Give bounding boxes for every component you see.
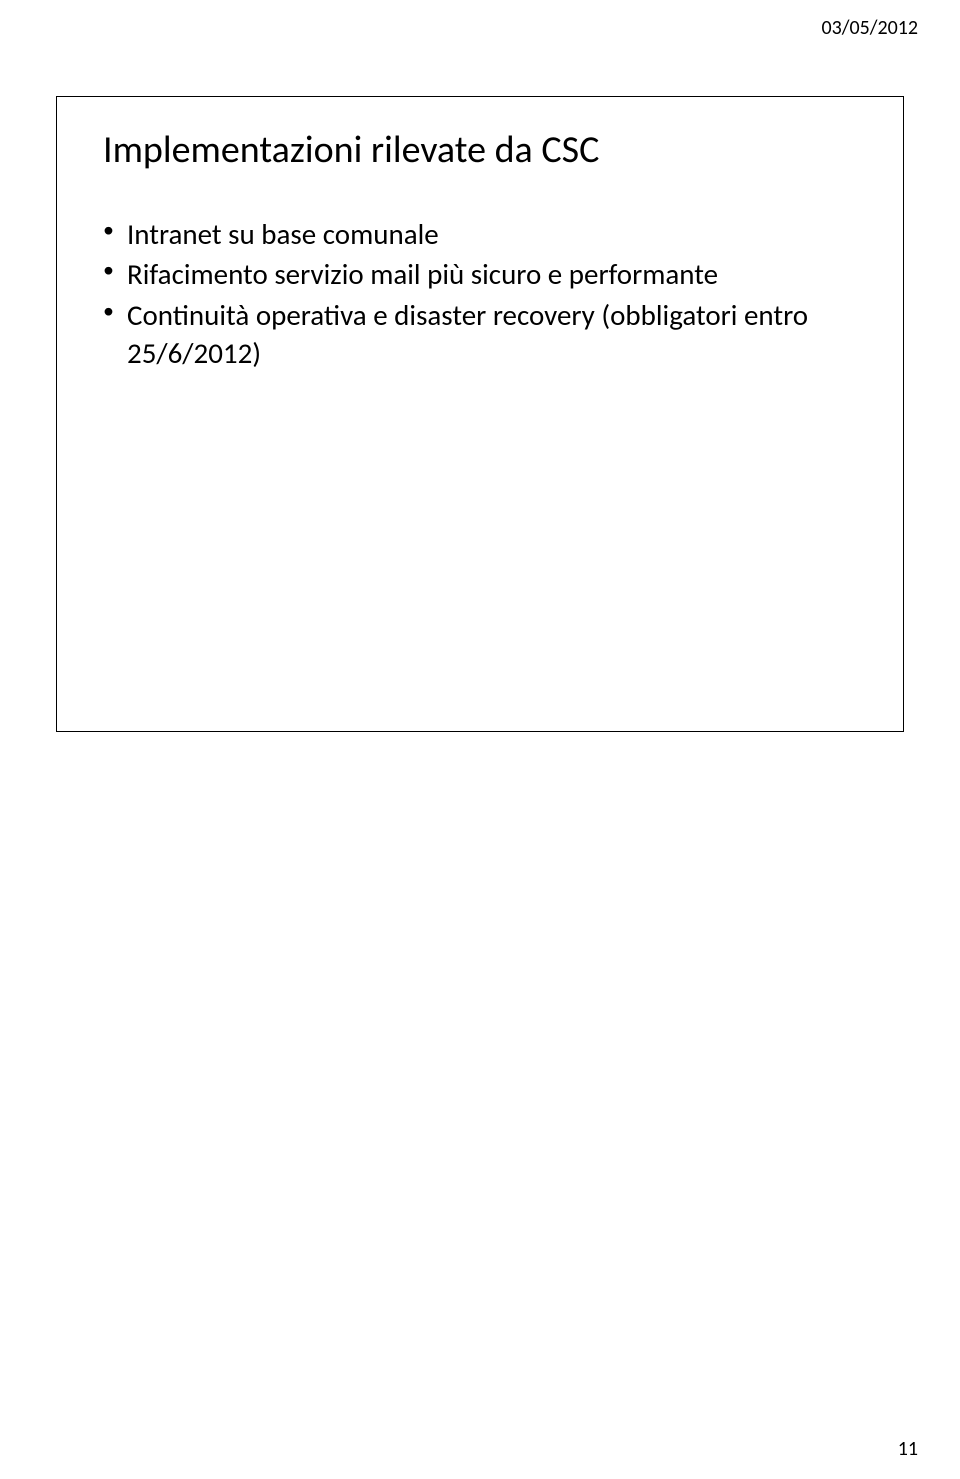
list-item: Intranet su base comunale — [103, 215, 903, 253]
page-number: 11 — [898, 1437, 918, 1461]
list-item: Rifacimento servizio mail più sicuro e p… — [103, 255, 903, 293]
slide-frame: Implementazioni rilevate da CSC Intranet… — [56, 96, 904, 732]
bullet-list: Intranet su base comunale Rifacimento se… — [103, 215, 903, 374]
slide-title: Implementazioni rilevate da CSC — [103, 127, 599, 173]
list-item: Continuità operativa e disaster recovery… — [103, 296, 903, 373]
header-date: 03/05/2012 — [821, 16, 918, 40]
